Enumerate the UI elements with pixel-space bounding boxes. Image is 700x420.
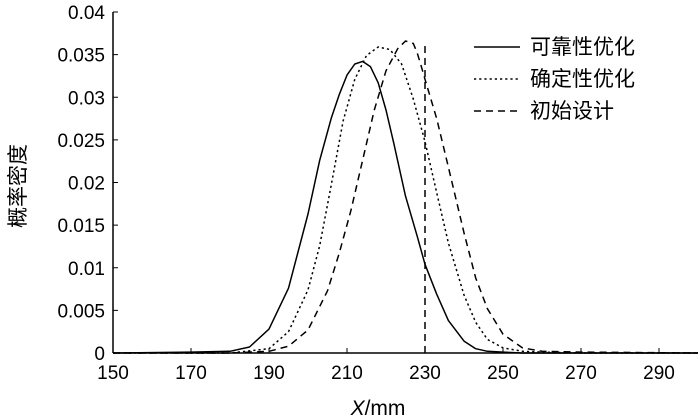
- legend-label: 可靠性优化: [530, 35, 635, 59]
- y-tick-label: 0.04: [68, 3, 105, 24]
- x-tick-label: 190: [253, 363, 285, 384]
- plot-series-group: [112, 40, 699, 354]
- y-tick-label: 0: [94, 344, 105, 365]
- series-line-2: [113, 40, 699, 354]
- x-axis-label-unit: /mm: [365, 397, 406, 420]
- y-tick-label: 0.005: [57, 301, 105, 322]
- x-tick-label: 210: [331, 363, 363, 384]
- legend-label: 确定性优化: [530, 67, 635, 91]
- y-tick-label: 0.01: [68, 259, 105, 280]
- y-tick-label: 0.03: [68, 88, 105, 109]
- y-tick-label: 0.02: [68, 174, 105, 195]
- legend-label: 初始设计: [530, 99, 614, 123]
- y-tick-label: 0.035: [57, 46, 105, 67]
- y-tick-label: 0.015: [57, 216, 105, 237]
- x-tick-label: 170: [175, 363, 207, 384]
- x-tick-label: 290: [643, 363, 675, 384]
- axes-group: [112, 12, 698, 354]
- y-axis-label: 概率密度: [7, 144, 30, 228]
- x-tick-label: 250: [487, 363, 519, 384]
- y-tick-label: 0.025: [57, 131, 105, 152]
- ticks-group: 150 170 190 210 230 250 270 290 0 0.005 0.01 0.015 0…: [57, 3, 674, 384]
- x-tick-label: 150: [97, 363, 129, 384]
- x-tick-label: 270: [565, 363, 597, 384]
- series-line-0: [112, 60, 698, 354]
- series-line-1: [113, 46, 698, 354]
- x-axis-label-variable: X: [350, 397, 366, 420]
- x-tick-label: 230: [409, 363, 441, 384]
- x-axis-label: X/mm: [350, 397, 406, 420]
